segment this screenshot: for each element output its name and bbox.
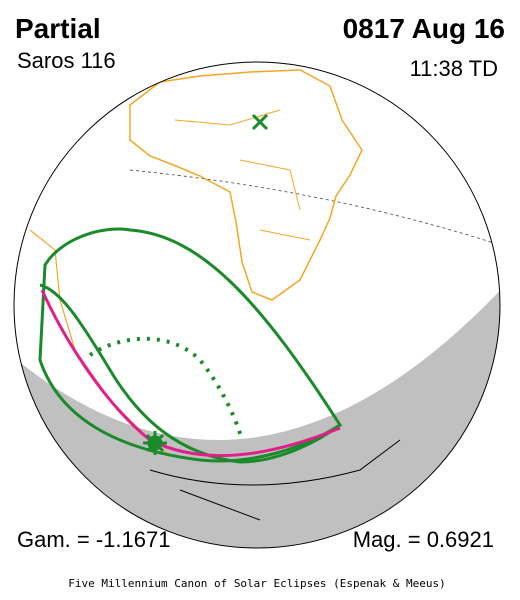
globe-outline [13, 61, 501, 549]
credit: Five Millennium Canon of Solar Eclipses … [68, 577, 446, 590]
night-shading [14, 280, 500, 548]
africa-outline [129, 69, 363, 301]
borders [174, 109, 311, 241]
terminator-line [129, 169, 500, 246]
time: 11:38 TD [410, 56, 498, 81]
saros: Saros 116 [17, 48, 116, 73]
antarctica-outline [149, 439, 401, 521]
penumbra-inner [39, 283, 341, 464]
greatest-eclipse-marker [143, 431, 167, 455]
magnitude: Mag. = 0.6921 [353, 527, 494, 552]
title: Partial [15, 13, 101, 44]
gamma: Gam. = -1.1671 [17, 527, 170, 552]
dotted-path [88, 336, 244, 441]
sub-solar-marker [251, 113, 269, 131]
date: 0817 Aug 16 [343, 13, 505, 44]
